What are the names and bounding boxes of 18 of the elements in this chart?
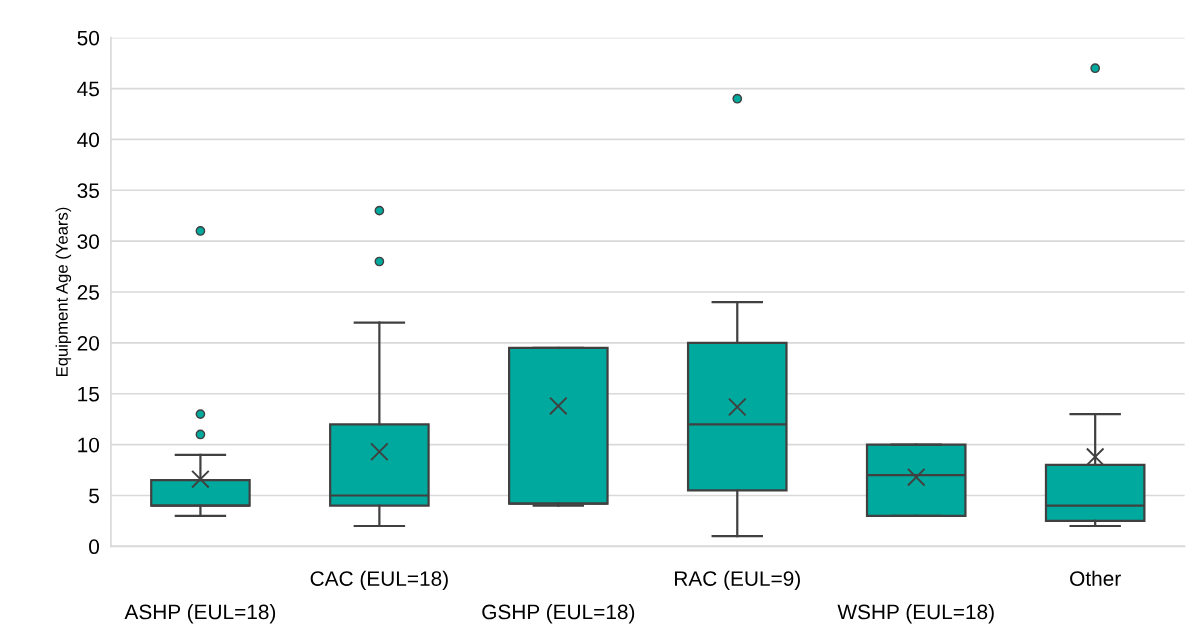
x-tick-label: Other	[1070, 570, 1121, 586]
y-tick-label: 15	[78, 386, 99, 402]
x-tick-label: RAC (EUL=9)	[675, 570, 800, 591]
y-tick-label: 0	[89, 539, 100, 555]
y-tick-label: 5	[89, 488, 99, 504]
x-tick-label: CAC (EUL=18)	[310, 570, 448, 591]
x-tick-label: GSHP (EUL=18)	[482, 604, 635, 624]
y-tick-label: 50	[77, 30, 100, 46]
y-tick-label: 30	[77, 234, 100, 249]
x-tick-label: WSHP (EUL=18)	[837, 604, 994, 624]
y-tick-label: 35	[77, 183, 99, 199]
x-tick-label: ASHP (EUL=18)	[124, 604, 276, 624]
y-axis-title: Equipment Age (Years)	[55, 207, 72, 377]
y-tick-label: 25	[77, 285, 99, 300]
y-tick-label: 45	[77, 81, 99, 97]
y-tick-label: 10	[78, 437, 100, 453]
y-tick-label: 20	[77, 335, 100, 351]
y-tick-label: 40	[77, 132, 100, 148]
